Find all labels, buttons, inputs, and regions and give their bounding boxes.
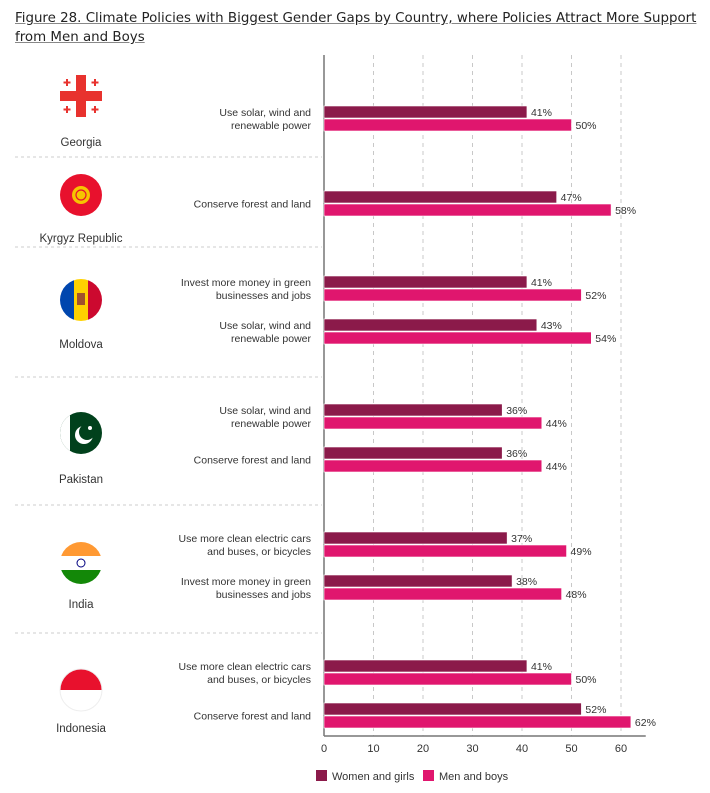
country-label: Pakistan xyxy=(59,474,103,486)
moldova-flag xyxy=(60,279,102,321)
chart-title: Figure 28. Climate Policies with Biggest… xyxy=(15,11,697,45)
bar-women xyxy=(323,275,528,289)
pakistan-flag xyxy=(60,412,102,454)
policy-label: Conserve forest and land xyxy=(194,455,311,467)
policy-label: businesses and jobs xyxy=(216,589,311,601)
policy-label: and buses, or bicycles xyxy=(207,546,311,558)
policy-label: Use more clean electric cars xyxy=(179,533,311,545)
data-label: 49% xyxy=(571,546,592,558)
bar-women xyxy=(323,318,538,332)
policy-label: businesses and jobs xyxy=(216,290,311,302)
bar-men xyxy=(323,331,592,345)
kyrgyz-flag xyxy=(60,174,102,216)
policy-label: Use more clean electric cars xyxy=(179,661,311,673)
data-label: 37% xyxy=(511,533,532,545)
data-label: 41% xyxy=(531,277,552,289)
legend-swatch-women xyxy=(316,770,327,781)
data-label: 50% xyxy=(576,674,597,686)
policy-label: Invest more money in green xyxy=(181,576,311,588)
x-tick-label: 40 xyxy=(516,743,528,755)
bar-women xyxy=(323,659,528,673)
bar-men xyxy=(323,203,612,217)
bar-women xyxy=(323,531,508,545)
policy-label: Conserve forest and land xyxy=(194,199,311,211)
legend-swatch-men xyxy=(423,770,434,781)
x-tick-label: 20 xyxy=(417,743,429,755)
indonesia-flag xyxy=(59,668,103,712)
bar-women xyxy=(323,105,528,119)
policy-label: renewable power xyxy=(231,418,311,430)
bar-women xyxy=(323,702,582,716)
x-tick-label: 50 xyxy=(565,743,577,755)
data-label: 43% xyxy=(541,320,562,332)
country-label: Georgia xyxy=(61,137,103,149)
x-tick-label: 60 xyxy=(615,743,627,755)
data-label: 52% xyxy=(585,704,606,716)
data-label: 62% xyxy=(635,717,656,729)
x-tick-label: 0 xyxy=(321,743,327,755)
flags xyxy=(59,75,103,712)
bar-men xyxy=(323,587,562,601)
policy-label: renewable power xyxy=(231,333,311,345)
bar-men xyxy=(323,459,543,473)
data-label: 58% xyxy=(615,205,636,217)
data-label: 52% xyxy=(585,290,606,302)
policy-label: Invest more money in green xyxy=(181,277,311,289)
bar-men xyxy=(323,416,543,430)
india-flag xyxy=(60,542,102,584)
data-label: 36% xyxy=(506,405,527,417)
bar-women xyxy=(323,446,503,460)
bar-men xyxy=(323,672,572,686)
country-label: Moldova xyxy=(59,339,103,351)
data-label: 41% xyxy=(531,661,552,673)
data-label: 47% xyxy=(561,192,582,204)
bar-women xyxy=(323,574,513,588)
policy-label: Conserve forest and land xyxy=(194,711,311,723)
policy-label: and buses, or bicycles xyxy=(207,674,311,686)
data-label: 41% xyxy=(531,107,552,119)
policy-label: Use solar, wind and xyxy=(219,405,311,417)
bar-men xyxy=(323,288,582,302)
country-label: India xyxy=(69,599,95,611)
bar-men xyxy=(323,544,567,558)
policy-label: Use solar, wind and xyxy=(219,107,311,119)
country-label: Indonesia xyxy=(56,723,106,735)
x-tick-label: 10 xyxy=(367,743,379,755)
bar-men xyxy=(323,118,572,132)
policy-label: Use solar, wind and xyxy=(219,320,311,332)
georgia-flag xyxy=(60,75,102,117)
data-label: 50% xyxy=(576,120,597,132)
bar-men xyxy=(323,715,632,729)
bar-women xyxy=(323,190,557,204)
data-label: 54% xyxy=(595,333,616,345)
data-label: 38% xyxy=(516,576,537,588)
x-tick-label: 30 xyxy=(466,743,478,755)
legend-label-women: Women and girls xyxy=(332,771,415,783)
data-label: 48% xyxy=(566,589,587,601)
data-label: 44% xyxy=(546,461,567,473)
legend: Women and girls Men and boys xyxy=(316,770,509,783)
data-label: 36% xyxy=(506,448,527,460)
policy-label: renewable power xyxy=(231,120,311,132)
legend-label-men: Men and boys xyxy=(439,771,509,783)
country-label: Kyrgyz Republic xyxy=(39,233,122,245)
bar-women xyxy=(323,403,503,417)
data-label: 44% xyxy=(546,418,567,430)
